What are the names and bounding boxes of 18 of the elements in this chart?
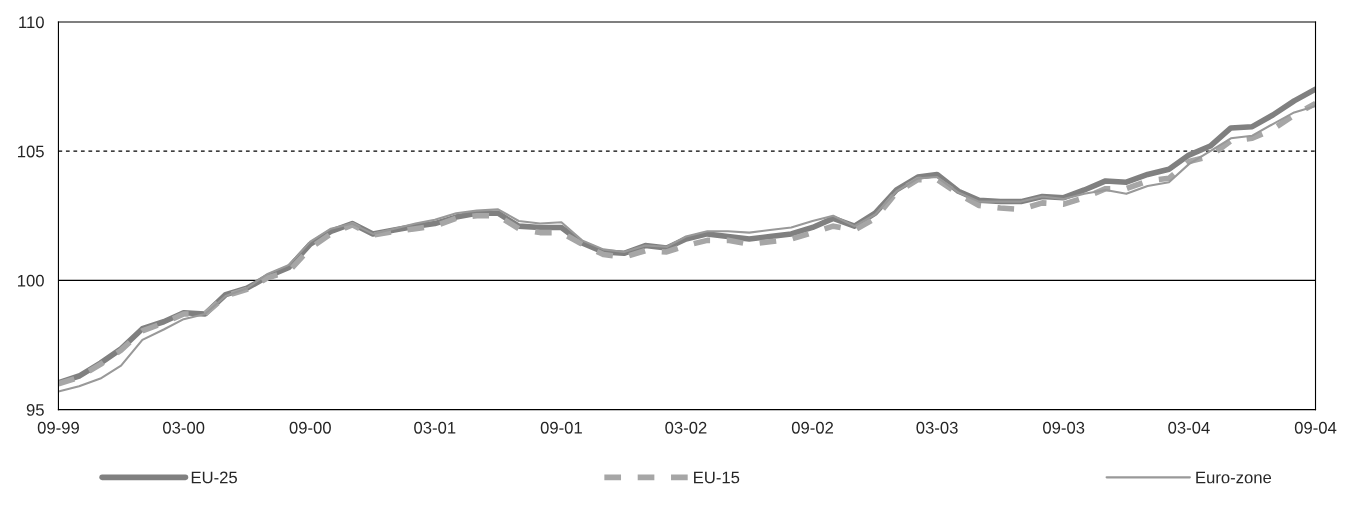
x-tick-label: 09-04 <box>1294 421 1337 434</box>
x-tick-label: 09-02 <box>791 421 834 434</box>
x-tick-label: 03-01 <box>414 421 456 434</box>
legend-label: Euro-zone <box>1196 471 1272 484</box>
x-tick-label: 09-00 <box>289 421 331 434</box>
y-tick-label: 100 <box>18 274 44 287</box>
x-tick-label: 09-03 <box>1043 421 1085 434</box>
x-tick-label: 09-01 <box>540 421 582 434</box>
y-tick-label: 95 <box>26 404 44 416</box>
x-tick-label: 03-00 <box>163 421 205 434</box>
x-tick-label: 03-02 <box>665 421 707 434</box>
legend-label: EU-15 <box>694 471 740 484</box>
y-tick-label: 105 <box>18 145 44 158</box>
y-tick-label: 110 <box>19 16 44 29</box>
legend-label: EU-25 <box>191 471 237 484</box>
x-tick-label: 09-99 <box>37 421 79 434</box>
x-tick-label: 03-04 <box>1168 421 1210 434</box>
x-tick-label: 03-03 <box>916 421 958 434</box>
